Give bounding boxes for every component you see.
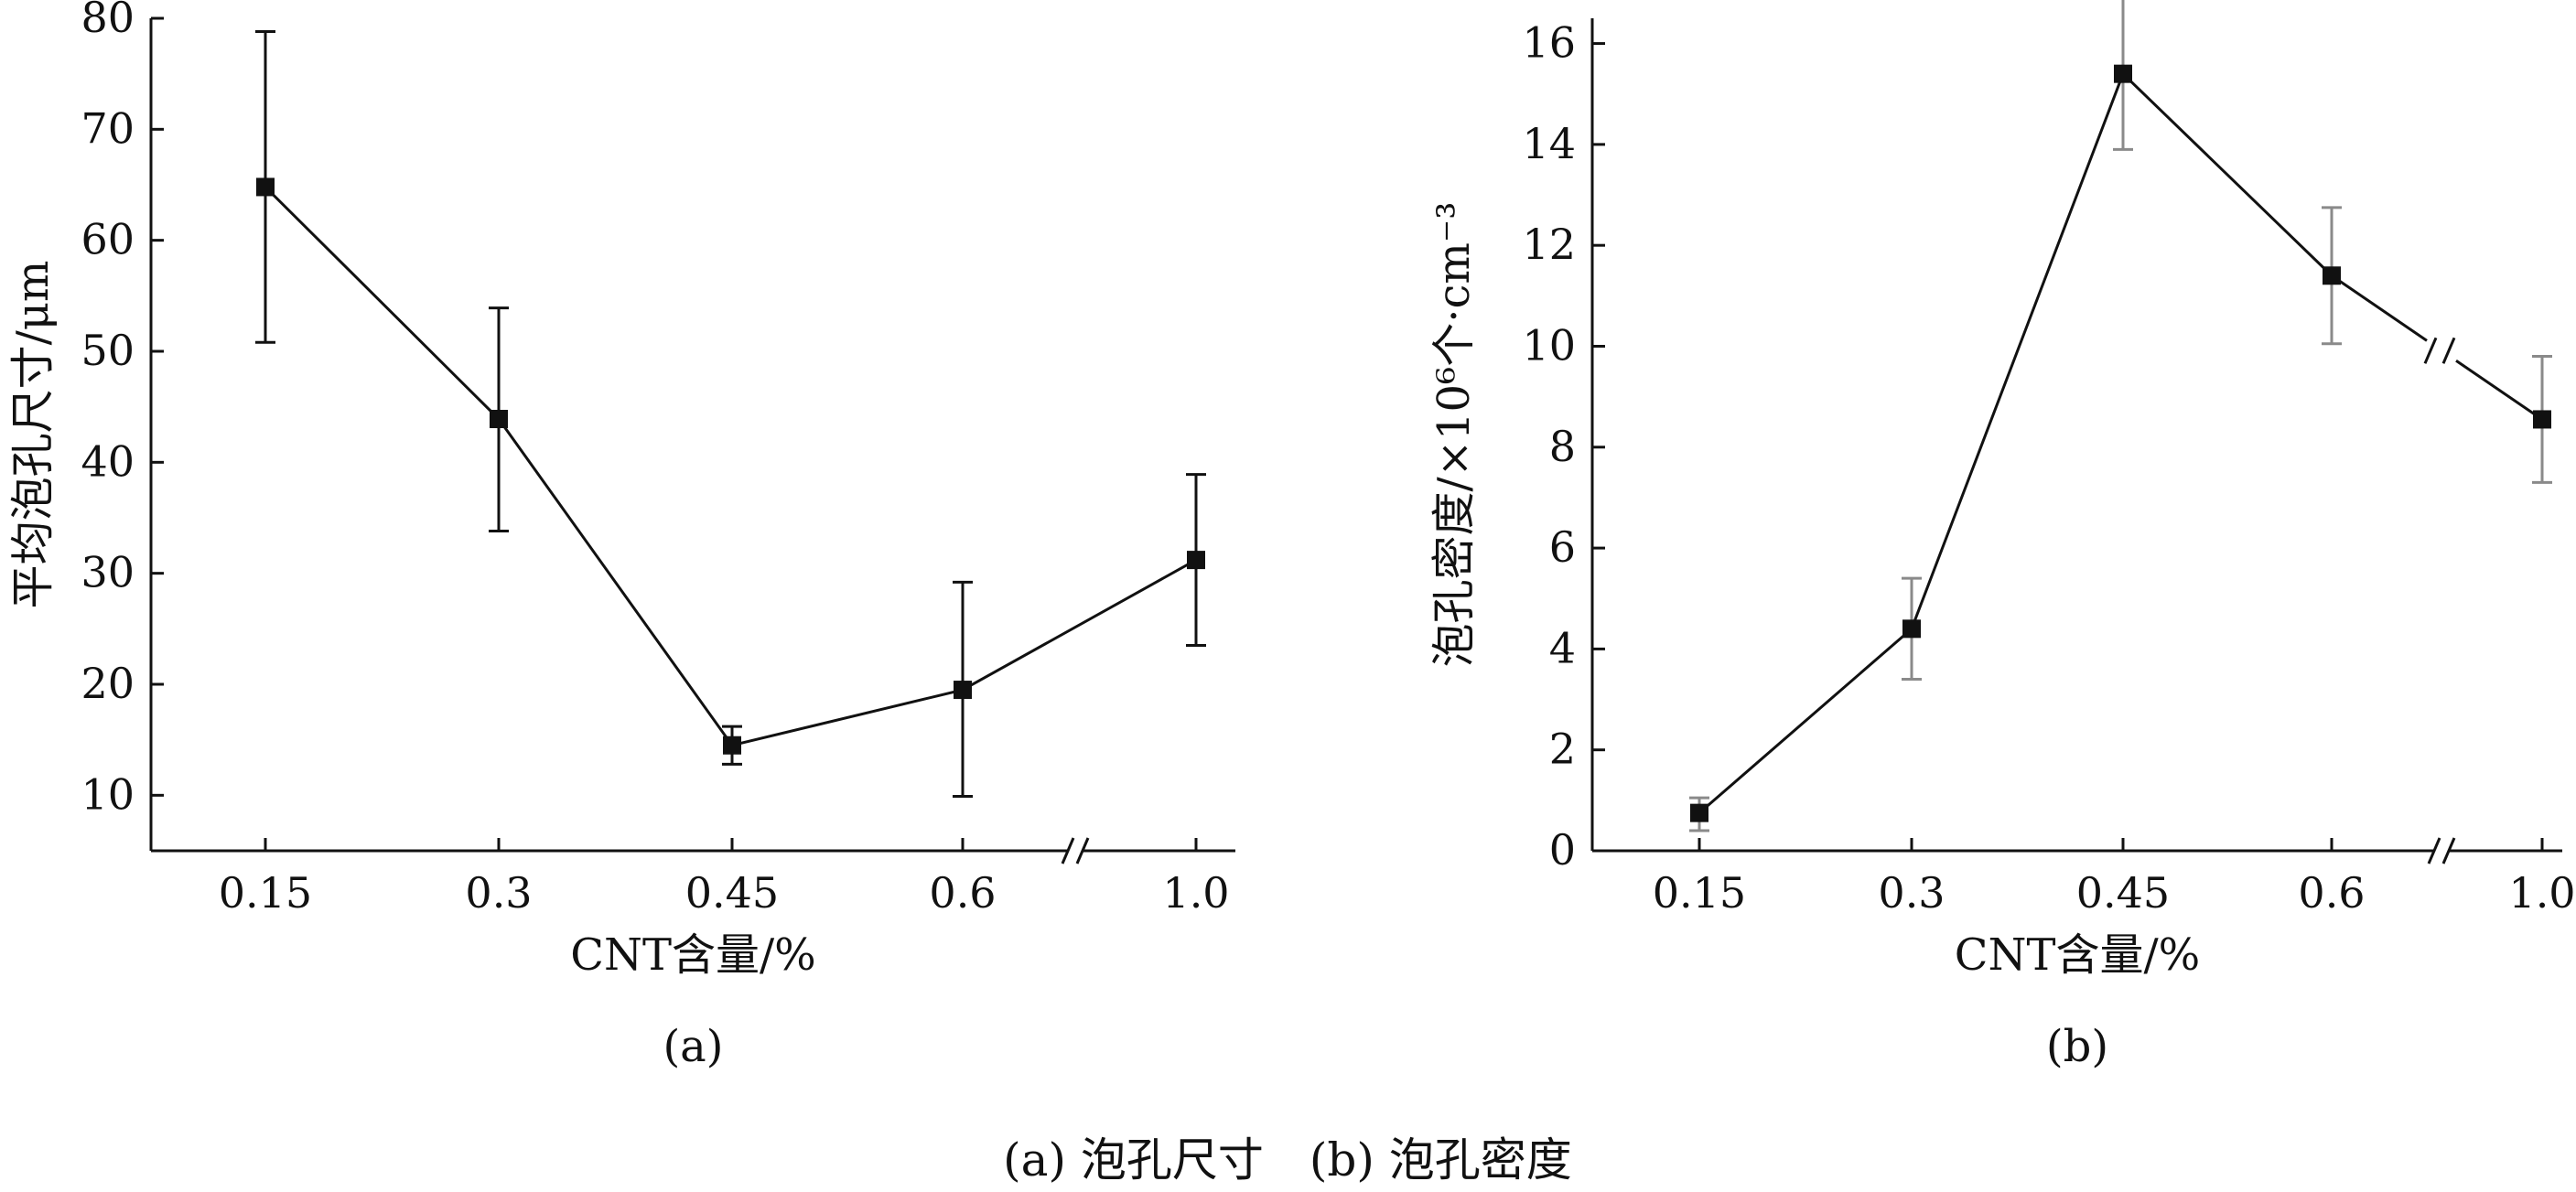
data-point-marker <box>1690 803 1708 822</box>
x-tick-label: 0.45 <box>2076 868 2170 918</box>
figure-caption: (a) 泡孔尺寸 (b) 泡孔密度 <box>1003 1133 1572 1187</box>
x-tick-label: 0.15 <box>1653 868 1746 918</box>
y-tick-label: 8 <box>1549 422 1576 471</box>
y-tick-label: 2 <box>1549 725 1576 774</box>
x-tick-label: 0.6 <box>929 868 996 918</box>
x-axis-break-mark <box>2427 837 2441 864</box>
x-tick-label: 1.0 <box>2508 868 2575 918</box>
series-line-segment <box>2331 274 2428 342</box>
data-point-marker <box>723 736 741 755</box>
y-tick-label: 12 <box>1522 220 1576 269</box>
data-point-marker <box>2114 64 2132 83</box>
y-tick-label: 16 <box>1522 18 1576 68</box>
data-point-marker <box>2323 266 2341 285</box>
x-axis-label: CNT含量/% <box>570 929 816 981</box>
x-tick-label: 0.15 <box>219 868 312 918</box>
y-tick-label: 0 <box>1549 825 1576 875</box>
y-tick-label: 4 <box>1549 623 1576 672</box>
data-point-marker <box>954 681 972 700</box>
y-tick-label: 6 <box>1549 522 1576 572</box>
data-point-marker <box>256 177 275 197</box>
y-axis-label: 泡孔密度/×10⁶个·cm⁻³ <box>1428 202 1480 668</box>
series-break-mark <box>2441 337 2456 364</box>
panel-b-cell-density: 0 2 4 6 8 10 12 14 16 0.15 0.3 0.45 0.6 1.0 CNT含量/% 泡孔密… <box>1428 0 2576 1072</box>
y-tick-label: 20 <box>81 659 135 708</box>
x-axis-label: CNT含量/% <box>1955 929 2201 981</box>
data-point-marker <box>1902 619 1921 639</box>
subplot-label: (b) <box>2046 1021 2108 1072</box>
series-break-mark <box>2423 337 2438 364</box>
x-tick-label: 0.45 <box>685 868 779 918</box>
x-axis-break-mark <box>2441 837 2456 864</box>
x-tick-label: 0.3 <box>1878 868 1945 918</box>
x-axis-break-mark <box>1075 837 1090 864</box>
panel-a-average-cell-size: 10 20 30 40 50 60 70 80 0.15 0.3 0.45 0.6 1.0 CNT含量/%… <box>7 0 1235 1072</box>
y-tick-label: 60 <box>81 215 135 264</box>
x-tick-label: 0.3 <box>465 868 532 918</box>
series-line <box>1698 71 2333 814</box>
x-axis-break-mark <box>1061 837 1075 864</box>
y-tick-label: 70 <box>81 103 135 153</box>
y-tick-label: 10 <box>81 769 135 819</box>
y-tick-label: 30 <box>81 548 135 597</box>
series-line <box>264 186 1197 747</box>
y-tick-label: 80 <box>81 0 135 42</box>
y-tick-label: 50 <box>81 326 135 375</box>
data-point-marker <box>1187 551 1205 570</box>
y-tick-label: 10 <box>1522 320 1576 370</box>
series-line-segment <box>2455 359 2543 421</box>
data-point-marker <box>490 410 508 429</box>
y-tick-label: 14 <box>1522 119 1576 168</box>
y-axis-label: 平均泡孔尺寸/μm <box>7 261 59 609</box>
subplot-label: (a) <box>663 1021 723 1072</box>
x-tick-label: 1.0 <box>1162 868 1229 918</box>
data-point-marker <box>2533 410 2551 429</box>
x-tick-label: 0.6 <box>2298 868 2365 918</box>
y-tick-label: 40 <box>81 436 135 486</box>
